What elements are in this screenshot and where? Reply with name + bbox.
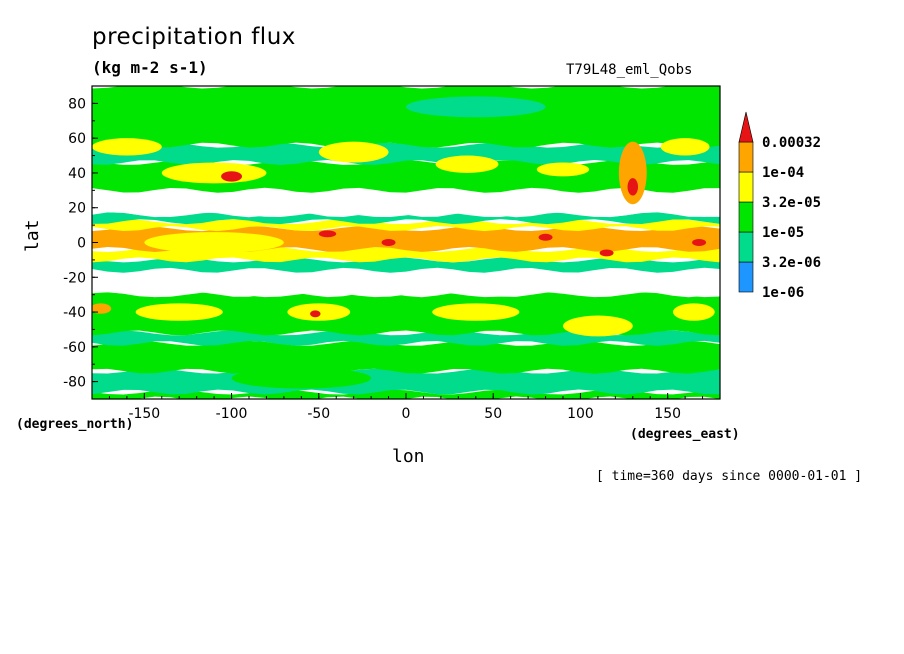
- x-axis-units: (degrees_east): [630, 427, 740, 442]
- chart-units: (kg m-2 s-1): [92, 58, 208, 77]
- colorbar-box: [738, 231, 754, 263]
- field-feature: [161, 162, 267, 184]
- field-feature: [435, 155, 499, 173]
- field-band: [92, 257, 720, 273]
- field-band: [92, 187, 720, 218]
- colorbar-label: 0.00032: [762, 135, 821, 151]
- y-tick-label: 60: [68, 131, 86, 147]
- field-feature: [221, 171, 243, 182]
- field-band: [92, 340, 720, 374]
- field-feature: [144, 232, 284, 253]
- y-tick-label: -60: [63, 340, 86, 356]
- x-tick-label: 50: [484, 406, 502, 422]
- y-tick-label: -80: [63, 375, 86, 391]
- y-tick-label: -40: [63, 305, 86, 321]
- field-feature: [627, 178, 639, 196]
- field-group: [92, 86, 720, 399]
- colorbar-label: 3.2e-05: [762, 195, 821, 211]
- field-feature: [692, 239, 707, 246]
- x-tick-label: -150: [128, 406, 160, 422]
- field-feature: [92, 138, 162, 156]
- field-feature: [538, 233, 553, 241]
- field-feature: [660, 138, 710, 156]
- y-axis-units: (degrees_north): [16, 417, 134, 432]
- colorbar-triangle: [738, 111, 754, 143]
- colorbar-label: 1e-06: [762, 285, 804, 301]
- field-feature: [536, 162, 590, 177]
- field-feature: [406, 96, 546, 118]
- field-feature: [432, 303, 520, 321]
- field-band: [92, 86, 720, 148]
- colorbar-label: 3.2e-06: [762, 255, 821, 271]
- field-band: [92, 267, 720, 298]
- y-tick-label: -20: [63, 270, 86, 286]
- colorbar-box: [738, 171, 754, 203]
- field-feature: [318, 141, 389, 163]
- x-axis-label: lon: [392, 446, 425, 467]
- x-tick-label: -50: [307, 406, 330, 422]
- colorbar-box: [738, 141, 754, 173]
- colorbar-box: [738, 201, 754, 233]
- y-tick-label: 40: [68, 166, 86, 182]
- field-band: [92, 292, 720, 336]
- chart-title: precipitation flux: [92, 24, 296, 50]
- x-tick-label: 150: [654, 406, 681, 422]
- dataset-name: T79L48_eml_Qobs: [566, 62, 693, 78]
- y-tick-label: 20: [68, 201, 86, 217]
- colorbar-label: 1e-04: [762, 165, 804, 181]
- colorbar-box: [738, 261, 754, 293]
- field-feature: [599, 249, 614, 257]
- field-feature: [563, 315, 633, 337]
- y-tick-label: 0: [77, 236, 86, 252]
- field-feature: [310, 310, 321, 318]
- field-feature: [618, 141, 647, 205]
- colorbar-label: 1e-05: [762, 225, 804, 241]
- time-note: [ time=360 days since 0000-01-01 ]: [596, 469, 863, 484]
- field-feature: [381, 239, 396, 246]
- field-feature: [135, 303, 223, 321]
- y-tick-label: 80: [68, 96, 86, 112]
- field-band: [92, 142, 720, 165]
- field-feature: [318, 230, 337, 238]
- x-tick-label: -100: [216, 406, 248, 422]
- x-tick-label: 100: [567, 406, 594, 422]
- field-band: [92, 330, 720, 346]
- field-feature: [92, 303, 112, 314]
- field-feature: [231, 367, 372, 389]
- x-tick-label: 0: [402, 406, 411, 422]
- field-feature: [672, 303, 715, 321]
